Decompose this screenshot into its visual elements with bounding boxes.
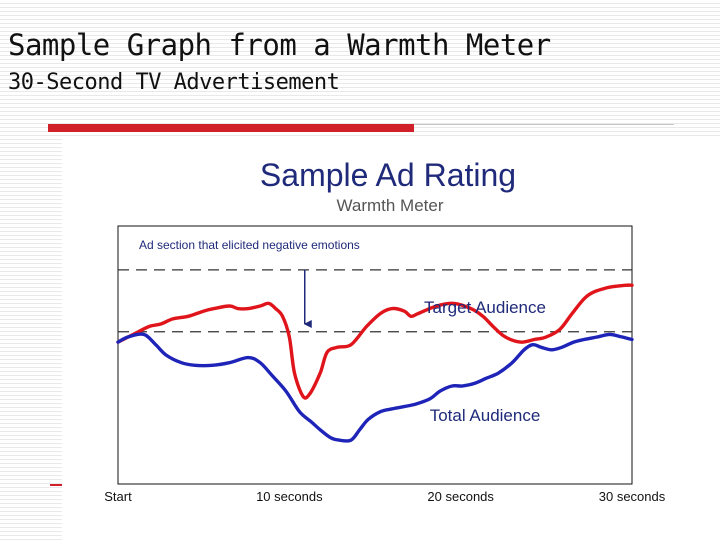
chart-title: Sample Ad Rating <box>260 157 516 193</box>
slide-subtitle: 30-Second TV Advertisement <box>8 70 340 95</box>
x-tick-label-10-seconds: 10 seconds <box>256 489 323 504</box>
x-tick-label-20-seconds: 20 seconds <box>427 489 494 504</box>
chart-subtitle: Warmth Meter <box>336 196 443 215</box>
x-tick-label-start: Start <box>104 489 132 504</box>
title-accent-bar <box>48 124 414 132</box>
series-label-target-audience: Target Audience <box>424 298 546 317</box>
slide-title: Sample Graph from a Warmth Meter <box>8 28 551 62</box>
x-tick-label-30-seconds: 30 seconds <box>599 489 666 504</box>
series-label-total-audience: Total Audience <box>430 406 541 425</box>
footer-accent <box>50 484 62 486</box>
chart-panel <box>62 137 720 540</box>
plot-frame <box>117 225 633 485</box>
series-line-total-audience <box>116 332 634 443</box>
title-divider-line <box>414 124 674 125</box>
series-line-target-audience <box>116 283 634 400</box>
annotation-text: Ad section that elicited negative emotio… <box>139 238 360 252</box>
